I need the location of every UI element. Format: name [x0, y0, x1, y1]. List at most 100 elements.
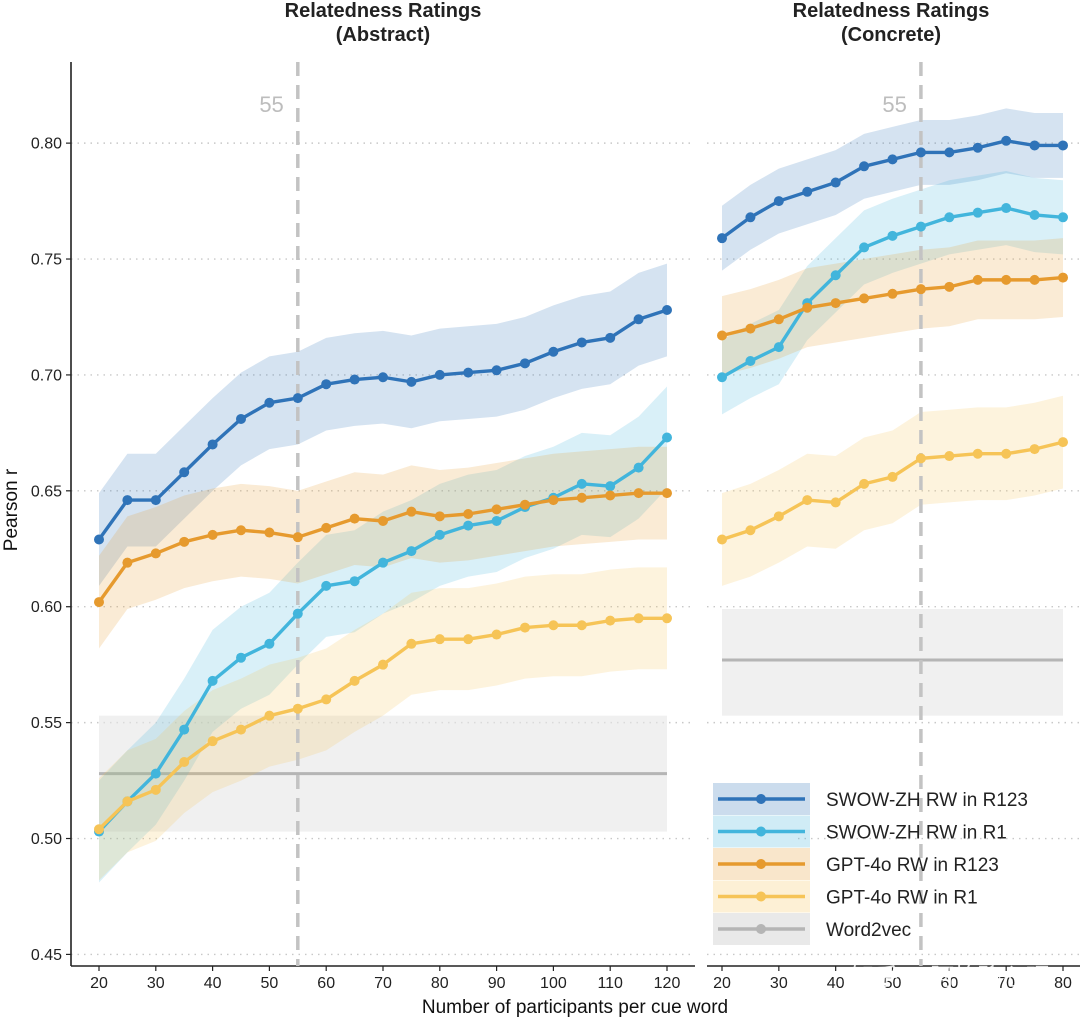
data-point — [859, 478, 870, 489]
data-point — [150, 548, 161, 559]
right-panel-title: Relatedness Ratings — [793, 0, 990, 22]
y-tick-label: 0.65 — [31, 483, 62, 500]
data-point — [717, 330, 727, 341]
legend-swatch-point — [756, 826, 766, 837]
data-point — [179, 757, 190, 768]
data-point — [662, 305, 672, 316]
data-point — [830, 497, 841, 508]
data-point — [887, 288, 898, 299]
legend-label: Word2vec — [826, 920, 911, 941]
data-point — [264, 397, 275, 408]
data-point — [321, 580, 332, 591]
x-tick-label: 20 — [90, 975, 108, 992]
y-tick-label: 0.70 — [31, 367, 62, 384]
watermark: 知乎 @阿怡聊心理 — [850, 963, 1050, 991]
data-point — [292, 608, 303, 619]
legend-swatch-point — [756, 794, 766, 804]
data-point — [773, 314, 784, 325]
data-point — [321, 694, 332, 705]
data-point — [349, 513, 360, 524]
data-point — [349, 576, 360, 587]
y-tick-label: 0.45 — [31, 947, 62, 964]
legend-background — [713, 782, 793, 942]
data-point — [605, 490, 616, 501]
data-point — [207, 439, 218, 450]
x-tick-label: 50 — [261, 975, 279, 992]
confidence-band — [99, 263, 667, 586]
x-tick-label: 100 — [540, 975, 567, 992]
legend-label: GPT-4o RW in R123 — [826, 855, 999, 876]
data-point — [802, 495, 813, 506]
data-point — [463, 520, 474, 531]
x-tick-label: 80 — [1054, 975, 1072, 992]
data-point — [548, 346, 559, 357]
data-point — [859, 242, 870, 253]
x-tick-label: 50 — [884, 975, 902, 992]
data-point — [406, 546, 417, 557]
x-tick-label: 80 — [431, 975, 449, 992]
data-point — [944, 212, 955, 223]
data-point — [915, 284, 926, 295]
data-point — [406, 638, 417, 649]
data-point — [773, 342, 784, 353]
x-tick-label: 90 — [488, 975, 506, 992]
data-point — [972, 142, 983, 153]
data-point — [605, 481, 616, 492]
data-point — [972, 207, 983, 218]
confidence-band — [722, 238, 1063, 375]
data-point — [830, 270, 841, 281]
x-tick-label: 60 — [317, 975, 335, 992]
data-point — [662, 488, 672, 499]
data-point — [292, 393, 303, 404]
data-point — [434, 369, 445, 380]
data-point — [292, 703, 303, 714]
data-point — [915, 453, 926, 464]
data-point — [236, 652, 246, 663]
data-point — [179, 467, 190, 478]
data-point — [548, 620, 559, 631]
y-tick-label: 0.60 — [31, 599, 62, 616]
data-point — [1001, 135, 1012, 146]
data-point — [264, 638, 275, 649]
data-point — [491, 629, 502, 640]
data-point — [802, 186, 813, 197]
data-point — [830, 177, 841, 188]
data-point — [972, 448, 983, 459]
data-point — [633, 613, 644, 624]
data-point — [773, 196, 784, 207]
data-point — [944, 147, 955, 158]
data-point — [434, 511, 445, 522]
data-point — [207, 675, 218, 686]
data-point — [745, 525, 756, 536]
data-point — [491, 365, 502, 376]
data-point — [1001, 203, 1012, 214]
data-point — [662, 613, 672, 624]
y-tick-label: 0.50 — [31, 831, 62, 848]
data-point — [349, 675, 360, 686]
data-point — [94, 824, 104, 835]
word2vec-band — [722, 609, 1063, 716]
data-point — [1001, 448, 1012, 459]
data-point — [548, 495, 559, 506]
data-point — [463, 367, 474, 378]
confidence-band — [722, 395, 1063, 586]
data-point — [349, 374, 360, 385]
data-point — [150, 495, 161, 506]
legend-swatch-point — [756, 924, 766, 934]
data-point — [179, 536, 190, 547]
x-tick-label: 120 — [654, 975, 681, 992]
data-point — [633, 488, 644, 499]
x-tick-label: 110 — [597, 975, 623, 992]
confidence-band — [99, 446, 667, 649]
x-tick-label: 40 — [204, 975, 222, 992]
legend-swatch-point — [756, 891, 766, 902]
x-tick-label: 60 — [940, 975, 958, 992]
data-point — [434, 634, 445, 645]
data-point — [915, 221, 926, 232]
x-axis-label: Number of participants per cue word — [422, 997, 728, 1018]
data-point — [859, 293, 870, 304]
data-point — [1058, 212, 1068, 223]
data-point — [292, 532, 303, 543]
data-point — [745, 356, 756, 367]
data-point — [915, 147, 926, 158]
